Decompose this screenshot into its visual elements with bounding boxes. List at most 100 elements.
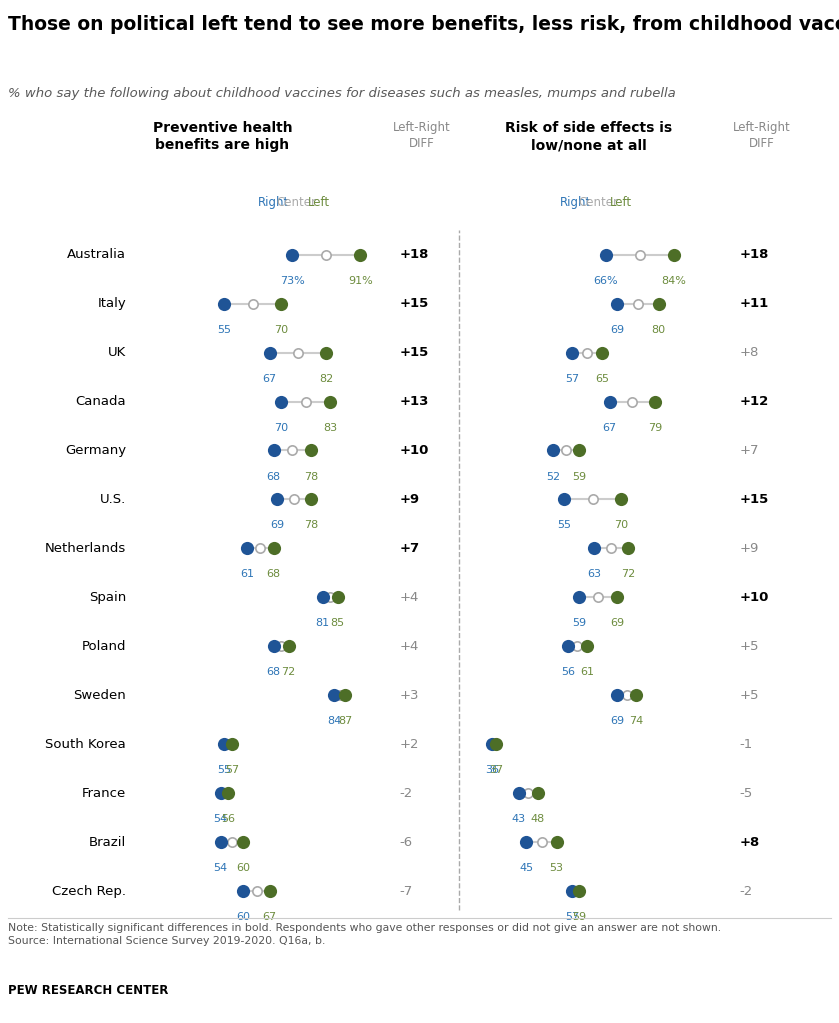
Text: +4: +4 (399, 591, 420, 604)
Point (250, 883, 263, 899)
Text: 52: 52 (546, 472, 560, 482)
Text: Those on political left tend to see more benefits, less risk, from childhood vac: Those on political left tend to see more… (8, 15, 839, 35)
Point (291, 345, 305, 361)
Text: -1: -1 (740, 738, 753, 751)
Point (267, 442, 280, 458)
Text: 69: 69 (270, 521, 284, 531)
Text: 67: 67 (602, 422, 617, 433)
Point (263, 345, 276, 361)
Text: 83: 83 (323, 422, 337, 433)
Point (614, 491, 628, 507)
Point (305, 491, 318, 507)
Point (214, 785, 227, 801)
Point (323, 589, 336, 606)
Text: +7: +7 (399, 542, 420, 554)
Point (221, 785, 235, 801)
Text: 59: 59 (572, 913, 586, 922)
Point (315, 589, 329, 606)
Text: 61: 61 (240, 570, 254, 579)
Text: 65: 65 (595, 373, 609, 384)
Point (546, 442, 560, 458)
Text: +18: +18 (740, 249, 769, 261)
Text: Center: Center (578, 196, 618, 210)
Text: PEW RESEARCH CENTER: PEW RESEARCH CENTER (8, 984, 169, 997)
Text: 60: 60 (237, 913, 250, 922)
Text: +18: +18 (399, 249, 430, 261)
Text: +10: +10 (740, 591, 769, 604)
Text: +8: +8 (740, 346, 759, 359)
Point (263, 883, 276, 899)
Point (620, 687, 633, 704)
Point (320, 247, 333, 263)
Point (557, 491, 571, 507)
Text: -7: -7 (399, 885, 413, 897)
Text: 66%: 66% (593, 276, 618, 285)
Text: 61: 61 (580, 667, 594, 677)
Text: Right: Right (560, 196, 591, 210)
Point (565, 345, 579, 361)
Text: 81: 81 (315, 619, 330, 628)
Point (299, 394, 312, 410)
Point (531, 785, 545, 801)
Point (225, 834, 238, 850)
Point (246, 296, 259, 312)
Point (320, 345, 333, 361)
Point (285, 442, 299, 458)
Text: +15: +15 (740, 493, 769, 506)
Text: 87: 87 (338, 716, 352, 726)
Point (490, 737, 503, 753)
Point (274, 394, 288, 410)
Text: 78: 78 (305, 472, 318, 482)
Point (354, 247, 367, 263)
Point (285, 247, 299, 263)
Point (274, 638, 288, 655)
Text: 67: 67 (263, 913, 277, 922)
Text: 68: 68 (267, 570, 280, 579)
Text: Note: Statistically significant differences in bold. Respondents who gave other : Note: Statistically significant differen… (8, 923, 722, 946)
Text: Left-Right
DIFF: Left-Right DIFF (732, 121, 790, 149)
Text: 55: 55 (217, 324, 232, 335)
Text: +11: +11 (740, 297, 769, 310)
Text: 80: 80 (652, 324, 665, 335)
Point (561, 638, 575, 655)
Point (580, 638, 593, 655)
Point (237, 883, 250, 899)
Point (333, 687, 347, 704)
Point (565, 883, 579, 899)
Text: +15: +15 (399, 346, 429, 359)
Text: Left: Left (610, 196, 632, 210)
Text: 91%: 91% (348, 276, 373, 285)
Text: 59: 59 (572, 619, 586, 628)
Text: 67: 67 (263, 373, 277, 384)
Text: Right: Right (258, 196, 289, 210)
Text: 69: 69 (610, 716, 624, 726)
Point (595, 345, 608, 361)
Point (652, 296, 665, 312)
Text: 74: 74 (629, 716, 643, 726)
Text: 84: 84 (327, 716, 341, 726)
Text: France: France (82, 787, 126, 800)
Text: +7: +7 (740, 444, 759, 457)
Point (569, 883, 582, 899)
Point (512, 785, 525, 801)
Text: +10: +10 (399, 444, 430, 457)
Text: -6: -6 (399, 836, 413, 849)
Point (560, 442, 573, 458)
Text: Australia: Australia (67, 249, 126, 261)
Text: -2: -2 (399, 787, 413, 800)
Text: % who say the following about childhood vaccines for diseases such as measles, m: % who say the following about childhood … (8, 87, 676, 100)
Point (591, 589, 605, 606)
Text: 78: 78 (305, 521, 318, 531)
Text: Left-Right
DIFF: Left-Right DIFF (393, 121, 451, 149)
Point (572, 589, 586, 606)
Text: 70: 70 (274, 422, 288, 433)
Text: UK: UK (108, 346, 126, 359)
Point (625, 394, 639, 410)
Point (580, 345, 593, 361)
Text: 59: 59 (572, 472, 586, 482)
Text: -5: -5 (740, 787, 753, 800)
Point (237, 834, 250, 850)
Point (610, 687, 623, 704)
Text: 72: 72 (622, 570, 635, 579)
Text: Preventive health
benefits are high: Preventive health benefits are high (153, 121, 292, 152)
